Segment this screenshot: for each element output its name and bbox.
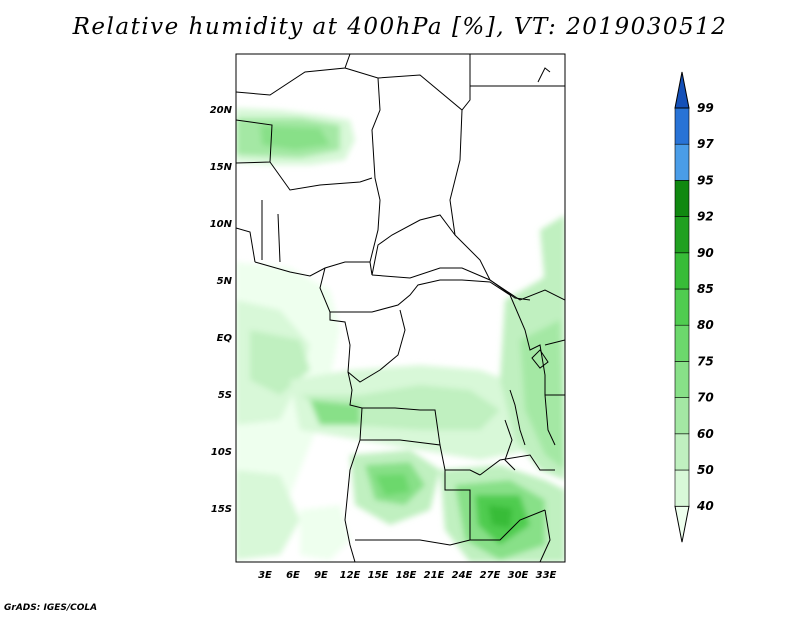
colorbar-swatch xyxy=(674,324,690,362)
colorbar-label: 60 xyxy=(697,427,714,441)
lat-label: 20N xyxy=(210,105,233,116)
colorbar-label: 97 xyxy=(697,137,714,151)
colorbar-label: 40 xyxy=(696,499,714,513)
lon-label: 9E xyxy=(314,570,328,581)
colorbar: 40 50 60 70 75 80 85 90 92 95 97 99 xyxy=(674,71,714,543)
map-title: Relative humidity at 400hPa [%], VT: 201… xyxy=(72,14,728,40)
colorbar-label: 50 xyxy=(697,463,714,477)
lat-label: 5S xyxy=(218,390,232,401)
colorbar-swatch xyxy=(674,361,690,398)
lon-label: 6E xyxy=(286,570,300,581)
colorbar-high-arrow xyxy=(674,71,690,109)
colorbar-swatch xyxy=(674,433,690,471)
colorbar-swatch xyxy=(674,180,690,217)
lon-label: 12E xyxy=(340,570,361,581)
colorbar-label: 92 xyxy=(697,210,714,224)
lat-label: 10S xyxy=(211,447,232,458)
colorbar-label: 90 xyxy=(697,246,714,260)
lat-label: 10N xyxy=(210,219,233,230)
map-frame xyxy=(235,53,566,563)
lat-label: 15S xyxy=(211,504,232,515)
footer-credit: GrADS: IGES/COLA xyxy=(4,603,98,613)
lon-label: 3E xyxy=(258,570,272,581)
lat-label: EQ xyxy=(217,333,233,344)
colorbar-low-arrow xyxy=(674,505,690,543)
colorbar-swatch xyxy=(674,288,690,326)
latitude-labels: 20N 15N 10N 5N EQ 5S 10S 15S xyxy=(210,105,233,515)
longitude-labels: 3E 6E 9E 12E 15E 18E 21E 24E 27E 30E 33E xyxy=(258,570,556,581)
colorbar-label: 99 xyxy=(697,101,714,115)
lon-label: 18E xyxy=(396,570,417,581)
colorbar-swatch xyxy=(674,107,690,145)
colorbar-label: 95 xyxy=(697,173,714,187)
lat-label: 15N xyxy=(210,162,233,173)
lat-label: 5N xyxy=(217,276,233,287)
colorbar-label: 80 xyxy=(697,318,714,332)
lon-label: 24E xyxy=(452,570,473,581)
humidity-field xyxy=(236,54,565,562)
colorbar-swatch xyxy=(674,143,690,181)
colorbar-label: 70 xyxy=(697,391,714,405)
colorbar-swatch xyxy=(674,216,690,254)
lon-label: 15E xyxy=(368,570,389,581)
lon-label: 30E xyxy=(508,570,529,581)
colorbar-label: 85 xyxy=(697,282,714,296)
lon-label: 33E xyxy=(536,570,557,581)
colorbar-label: 75 xyxy=(697,354,714,368)
lon-label: 21E xyxy=(424,570,445,581)
country-borders xyxy=(236,54,565,562)
colorbar-swatch xyxy=(674,469,690,507)
lon-label: 27E xyxy=(480,570,501,581)
colorbar-swatch xyxy=(674,397,690,435)
colorbar-swatch xyxy=(674,252,690,290)
